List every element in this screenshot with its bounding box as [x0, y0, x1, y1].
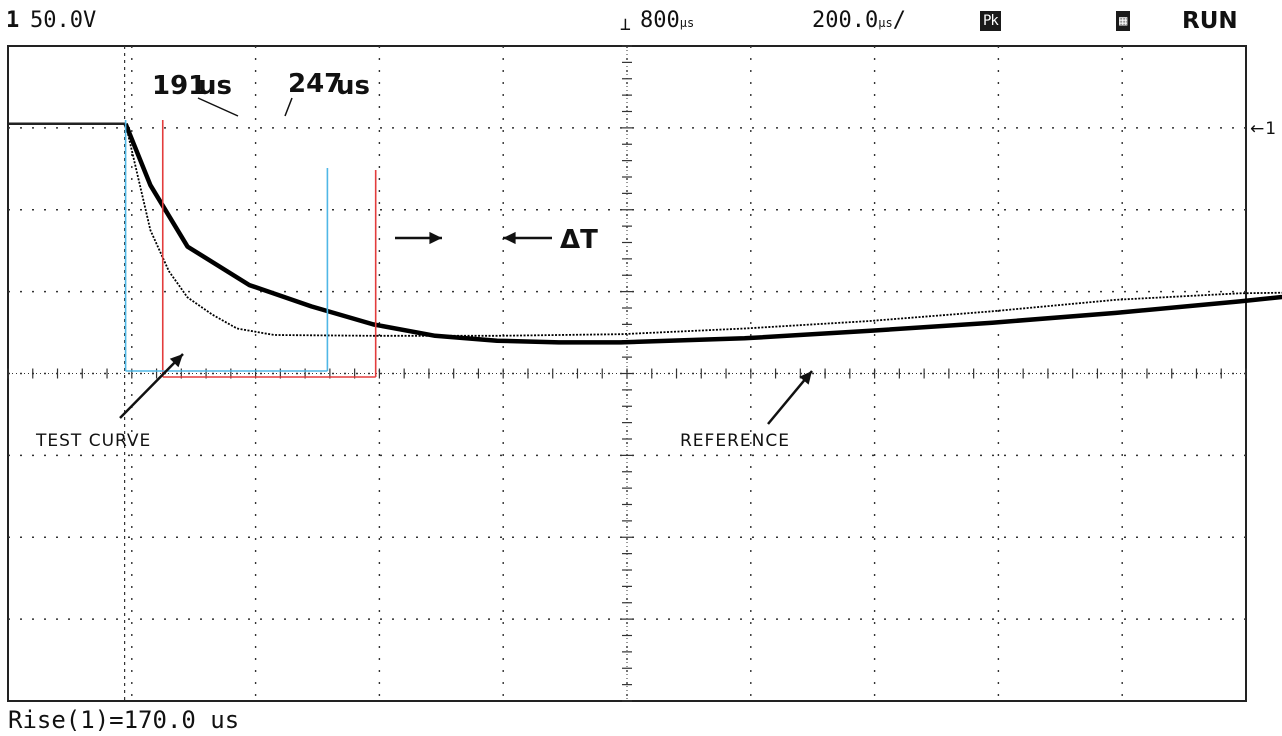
trigger-level: 800µs — [640, 8, 695, 33]
channel-number[interactable]: 1 — [6, 8, 20, 33]
acquisition-mode-badge[interactable]: Pk — [980, 11, 1001, 31]
channel-scale: 50.0V — [30, 8, 97, 33]
marker-191-label: 191 — [152, 71, 206, 101]
delta-markers — [124, 120, 377, 378]
reference-label: REFERENCE — [680, 431, 790, 451]
test-curve-trace — [124, 123, 1282, 337]
rise-time-measurement: Rise(1)=170.0 us — [8, 706, 240, 734]
time-per-division: 200.0µs/ — [812, 8, 906, 33]
leader-191 — [197, 97, 239, 117]
grid — [7, 45, 1247, 702]
traces — [8, 122, 1282, 345]
display-mode-icon[interactable]: ▦ — [1116, 11, 1131, 31]
run-status[interactable]: RUN — [1182, 8, 1238, 34]
marker-247-unit: us — [336, 71, 370, 101]
reference-arrow-head — [799, 371, 812, 385]
leader-247 — [284, 97, 293, 117]
reference-trace — [123, 122, 1282, 345]
trigger-icon: ⊥ — [620, 14, 631, 35]
marker-191-unit: us — [198, 71, 232, 101]
delta-arrow-left-head — [503, 231, 516, 245]
test-curve-arrow-head — [169, 354, 183, 368]
test-curve-arrow — [119, 353, 184, 419]
delta-t-label: ΔT — [560, 225, 598, 255]
marker-247-label: 247 — [288, 69, 342, 99]
test-curve-label: TEST CURVE — [35, 431, 151, 451]
delta-arrow-right-head — [429, 231, 442, 245]
channel-level-marker: ←1 — [1250, 119, 1277, 139]
